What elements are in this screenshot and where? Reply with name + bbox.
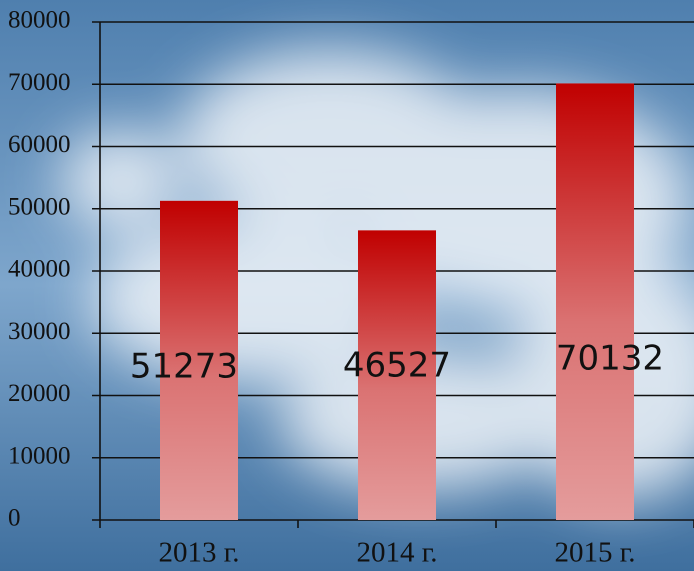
y-tick-label: 50000 xyxy=(8,193,71,220)
data-label: 46527 xyxy=(343,346,451,386)
data-label: 70132 xyxy=(556,339,664,379)
y-tick-label: 10000 xyxy=(8,442,71,469)
bar xyxy=(556,83,634,521)
bar xyxy=(358,230,436,520)
x-tick-label: 2013 г. xyxy=(158,537,239,569)
bar xyxy=(160,200,238,521)
x-tick-label: 2015 г. xyxy=(554,537,635,569)
y-tick-label: 40000 xyxy=(8,256,71,283)
y-tick-label: 20000 xyxy=(8,380,71,407)
y-tick-label: 0 xyxy=(8,505,21,532)
y-tick-label: 60000 xyxy=(8,131,71,158)
y-tick-label: 70000 xyxy=(8,69,71,96)
x-tick-label: 2014 г. xyxy=(356,537,437,569)
y-tick-label: 80000 xyxy=(8,7,71,34)
y-tick-label: 30000 xyxy=(8,318,71,345)
data-label: 51273 xyxy=(130,347,238,387)
